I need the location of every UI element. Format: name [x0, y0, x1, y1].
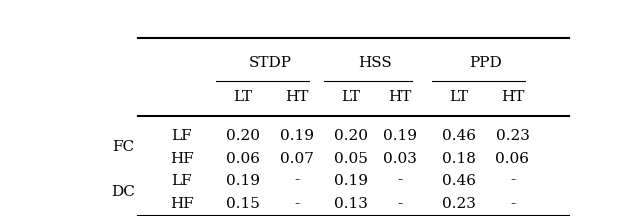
Text: LT: LT [449, 91, 468, 105]
Text: HF: HF [170, 197, 194, 211]
Text: LF: LF [171, 129, 192, 143]
Text: HT: HT [388, 91, 411, 105]
Text: 0.13: 0.13 [334, 197, 368, 211]
Text: -: - [510, 197, 515, 211]
Text: FC: FC [112, 140, 134, 154]
Text: 0.23: 0.23 [495, 129, 530, 143]
Text: HT: HT [501, 91, 524, 105]
Text: 0.18: 0.18 [442, 152, 475, 166]
Text: 0.19: 0.19 [226, 174, 260, 188]
Text: 0.19: 0.19 [383, 129, 417, 143]
Text: 0.19: 0.19 [280, 129, 314, 143]
Text: STDP: STDP [248, 56, 291, 70]
Text: 0.06: 0.06 [495, 152, 530, 166]
Text: -: - [295, 197, 300, 211]
Text: LF: LF [171, 174, 192, 188]
Text: LT: LT [341, 91, 360, 105]
Text: 0.07: 0.07 [280, 152, 314, 166]
Text: DC: DC [111, 185, 135, 199]
Text: HF: HF [170, 152, 194, 166]
Text: 0.46: 0.46 [442, 129, 476, 143]
Text: -: - [398, 174, 403, 188]
Text: PPD: PPD [469, 56, 502, 70]
Text: 0.19: 0.19 [334, 174, 368, 188]
Text: 0.20: 0.20 [334, 129, 368, 143]
Text: -: - [510, 174, 515, 188]
Text: 0.06: 0.06 [226, 152, 260, 166]
Text: 0.15: 0.15 [226, 197, 260, 211]
Text: 0.23: 0.23 [442, 197, 475, 211]
Text: HT: HT [285, 91, 308, 105]
Text: 0.20: 0.20 [226, 129, 260, 143]
Text: LT: LT [234, 91, 253, 105]
Text: 0.05: 0.05 [334, 152, 368, 166]
Text: HSS: HSS [358, 56, 392, 70]
Text: 0.46: 0.46 [442, 174, 476, 188]
Text: 0.03: 0.03 [383, 152, 416, 166]
Text: -: - [295, 174, 300, 188]
Text: -: - [398, 197, 403, 211]
